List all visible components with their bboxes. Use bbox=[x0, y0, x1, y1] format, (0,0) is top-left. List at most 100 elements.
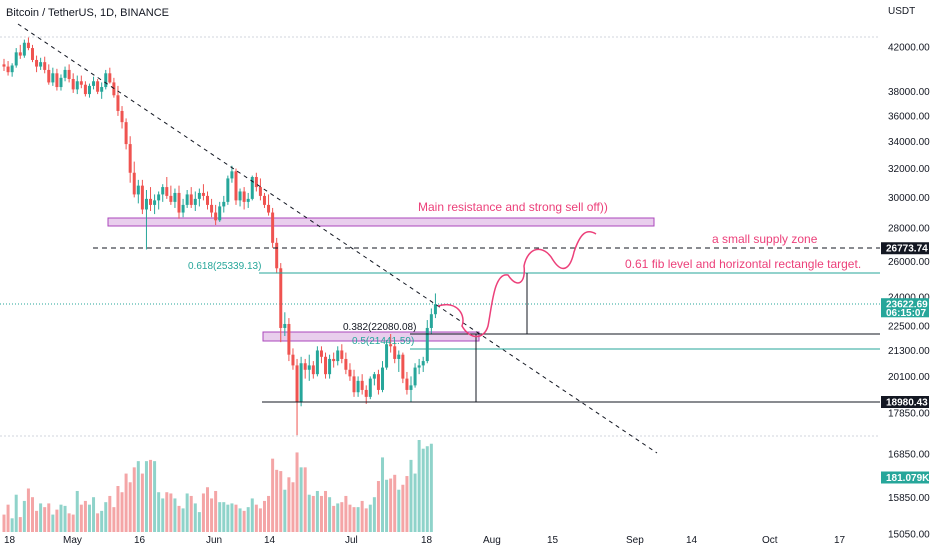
volume-bar bbox=[393, 474, 397, 532]
candle-body bbox=[124, 122, 128, 145]
volume-bar bbox=[173, 498, 177, 532]
volume-bar bbox=[364, 508, 368, 532]
projection-path[interactable] bbox=[437, 231, 597, 338]
volume-bar bbox=[405, 476, 409, 532]
candle bbox=[214, 204, 218, 226]
volume-bar bbox=[55, 509, 59, 532]
candle bbox=[120, 106, 124, 129]
candle bbox=[181, 198, 185, 218]
candle-body bbox=[51, 73, 55, 83]
candle-body bbox=[319, 350, 323, 357]
volume-bar bbox=[83, 500, 87, 532]
candle-body bbox=[120, 110, 124, 123]
price-tick: 26000.00 bbox=[888, 257, 930, 268]
candle-body bbox=[389, 344, 393, 347]
volume-bar bbox=[360, 500, 364, 532]
time-tick: 15 bbox=[547, 535, 559, 546]
candle-body bbox=[433, 304, 437, 315]
candle bbox=[128, 136, 132, 183]
volume-bar bbox=[258, 508, 262, 532]
volume-bar bbox=[165, 492, 169, 532]
volume-bar bbox=[262, 500, 266, 532]
candle-body bbox=[128, 144, 132, 173]
candle bbox=[234, 168, 238, 205]
price-tick: 28000.00 bbox=[888, 224, 930, 235]
volume-bar bbox=[376, 481, 380, 532]
candle-body bbox=[181, 204, 185, 213]
candle bbox=[401, 352, 405, 384]
candle bbox=[360, 374, 364, 395]
candle-body bbox=[10, 65, 14, 73]
candle-body bbox=[173, 192, 177, 202]
volume-bar bbox=[295, 452, 299, 532]
candle bbox=[230, 165, 234, 183]
candle bbox=[39, 57, 43, 70]
candle bbox=[275, 237, 279, 274]
volume-bar bbox=[104, 502, 108, 532]
candle-body bbox=[352, 376, 356, 393]
trendline-descending[interactable] bbox=[17, 23, 658, 454]
candle bbox=[22, 39, 26, 58]
price-label-last: 23622.69 bbox=[881, 298, 929, 311]
time-axis[interactable]: 18 May 16 Jun 14 Jul 18 Aug 15 Sep 14 Oct 17 bbox=[4, 535, 846, 546]
candle-body bbox=[291, 354, 295, 366]
candle bbox=[262, 192, 266, 208]
candle-body bbox=[140, 185, 144, 210]
candle-body bbox=[157, 194, 161, 201]
price-tick: 34000.00 bbox=[888, 137, 930, 148]
volume-bar bbox=[250, 498, 254, 532]
candle-body bbox=[96, 81, 100, 92]
candle-body bbox=[295, 365, 299, 402]
candle bbox=[59, 74, 63, 91]
volume-bar bbox=[303, 467, 307, 532]
candle-body bbox=[83, 84, 87, 95]
candle bbox=[429, 308, 433, 334]
volume-bar bbox=[136, 461, 140, 532]
volume-bar bbox=[319, 495, 323, 532]
candle bbox=[307, 354, 311, 381]
volume-bar bbox=[96, 513, 100, 532]
price-tick: 22500.00 bbox=[888, 321, 930, 332]
volume-bar bbox=[14, 494, 18, 532]
candle bbox=[67, 64, 71, 83]
candle bbox=[189, 187, 193, 208]
candle bbox=[75, 75, 79, 95]
volume-bar bbox=[429, 443, 433, 532]
candle bbox=[185, 190, 189, 208]
candle-body bbox=[161, 187, 165, 195]
candle bbox=[140, 179, 144, 215]
volume-bar bbox=[348, 504, 352, 532]
candle-body bbox=[104, 73, 108, 88]
volume-bar bbox=[47, 503, 51, 532]
candle-body bbox=[108, 73, 112, 83]
volume-bar bbox=[149, 459, 153, 532]
candle bbox=[136, 179, 140, 204]
candle bbox=[63, 66, 67, 82]
resistance-zone[interactable] bbox=[107, 217, 655, 227]
price-tick: 38000.00 bbox=[888, 87, 930, 98]
candle bbox=[246, 192, 250, 208]
volume-bar bbox=[144, 461, 148, 532]
candle-body bbox=[409, 385, 413, 390]
candle bbox=[332, 352, 336, 368]
volume-bar bbox=[189, 495, 193, 532]
candle-body bbox=[262, 195, 266, 205]
candle-body bbox=[132, 172, 136, 195]
volume-bar bbox=[425, 446, 429, 532]
candle-body bbox=[226, 178, 230, 202]
price-tick: 17850.00 bbox=[888, 409, 930, 420]
price-axis[interactable]: 42000.00 38000.00 36000.00 34000.00 32000.00… bbox=[888, 43, 930, 541]
volume-bar bbox=[421, 448, 425, 532]
volume-bar bbox=[218, 502, 222, 532]
volume-bar bbox=[116, 486, 120, 532]
candle bbox=[405, 371, 409, 395]
volume-bar bbox=[63, 505, 67, 532]
candle bbox=[87, 83, 91, 98]
candle-body bbox=[169, 195, 173, 202]
candle bbox=[372, 371, 376, 386]
time-tick: May bbox=[63, 535, 82, 546]
candle-body bbox=[405, 378, 409, 390]
candle bbox=[26, 37, 30, 51]
